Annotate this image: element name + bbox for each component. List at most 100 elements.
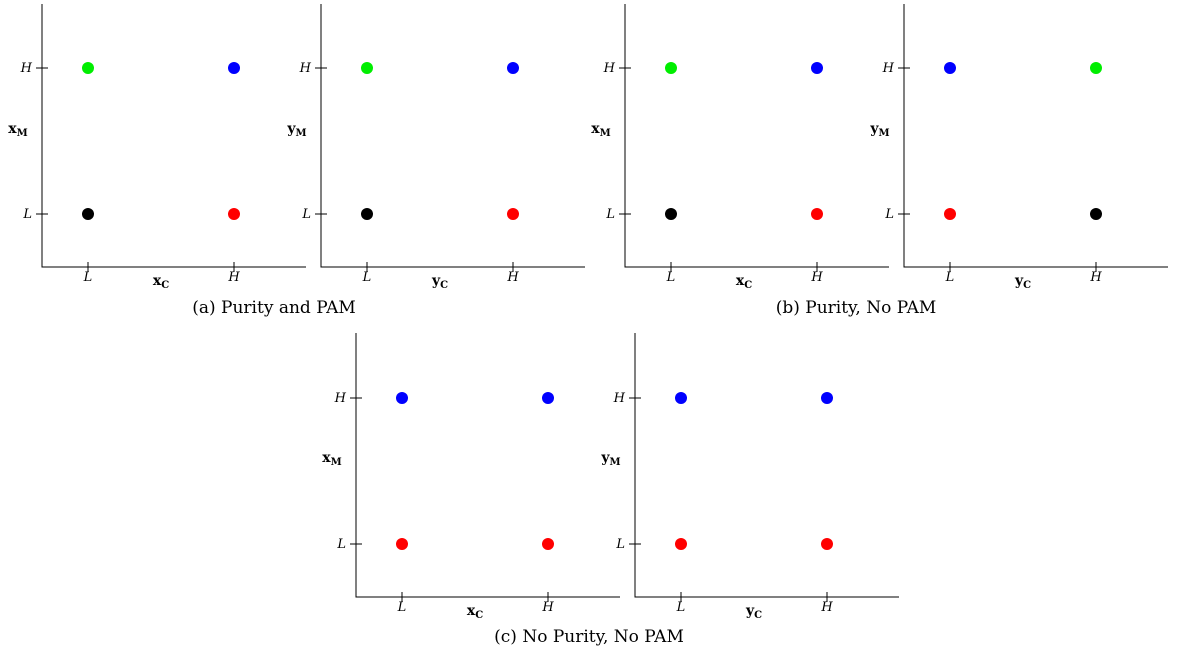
x-tick-label: H xyxy=(541,600,554,615)
y-tick-label: H xyxy=(20,61,33,76)
x-axis-label-main: x xyxy=(153,273,162,289)
x-axis-label: xC xyxy=(736,273,752,291)
x-axis-label-sub: C xyxy=(744,280,752,291)
x-tick-label: H xyxy=(820,600,833,615)
y-axis-label: yM xyxy=(869,121,889,139)
x-tick-label: L xyxy=(397,600,407,615)
point-black-L-L xyxy=(361,208,373,220)
x-tick-label: L xyxy=(676,600,686,615)
y-axis-label: xM xyxy=(591,121,610,139)
point-green-L-H xyxy=(82,62,94,74)
y-axis-label: yM xyxy=(600,450,620,468)
y-tick-label: L xyxy=(884,207,894,222)
point-green-L-H xyxy=(665,62,677,74)
point-blue-H-H xyxy=(821,392,833,404)
point-black-H-L xyxy=(1090,208,1102,220)
y-tick-label: H xyxy=(613,391,626,406)
caption-c: (c) No Purity, No PAM xyxy=(494,627,684,647)
y-tick-label: H xyxy=(603,61,616,76)
point-blue-L-H xyxy=(944,62,956,74)
point-green-H-H xyxy=(1090,62,1102,74)
y-axis-label-main: y xyxy=(600,450,610,466)
x-axis-label: xC xyxy=(153,273,169,291)
x-axis-label-main: y xyxy=(431,273,441,289)
x-tick-label: L xyxy=(666,270,676,285)
x-axis-label-sub: C xyxy=(475,610,483,621)
y-axis-label-sub: M xyxy=(296,128,307,139)
x-tick-label: L xyxy=(945,270,955,285)
y-tick-label: L xyxy=(22,207,32,222)
point-red-L-L xyxy=(944,208,956,220)
y-axis-label-main: y xyxy=(286,121,296,137)
x-axis-label-sub: C xyxy=(754,610,762,621)
caption-a: (a) Purity and PAM xyxy=(192,298,356,318)
x-axis-label-main: x xyxy=(467,603,476,619)
point-blue-H-H xyxy=(228,62,240,74)
x-tick-label: H xyxy=(506,270,519,285)
y-tick-label: L xyxy=(301,207,311,222)
point-blue-L-H xyxy=(396,392,408,404)
point-red-H-L xyxy=(507,208,519,220)
x-axis-label-sub: C xyxy=(161,280,169,291)
x-axis-label-main: y xyxy=(745,603,755,619)
y-tick-label: H xyxy=(334,391,347,406)
y-axis-label-main: x xyxy=(322,450,331,466)
y-tick-label: H xyxy=(299,61,312,76)
y-axis-label: xM xyxy=(322,450,341,468)
y-axis-label-sub: M xyxy=(600,128,611,139)
y-tick-label: L xyxy=(336,537,346,552)
point-green-L-H xyxy=(361,62,373,74)
y-axis-label-main: x xyxy=(8,121,17,137)
point-red-H-L xyxy=(821,538,833,550)
point-blue-H-H xyxy=(811,62,823,74)
x-axis-label-main: y xyxy=(1014,273,1024,289)
axes xyxy=(41,4,306,268)
axes xyxy=(903,4,1168,268)
y-tick-label: H xyxy=(882,61,895,76)
x-tick-label: H xyxy=(227,270,240,285)
point-red-L-L xyxy=(675,538,687,550)
x-tick-label: L xyxy=(362,270,372,285)
x-axis-label-sub: C xyxy=(440,280,448,291)
y-axis-label-sub: M xyxy=(610,457,621,468)
x-tick-label: H xyxy=(1089,270,1102,285)
point-red-H-L xyxy=(228,208,240,220)
point-red-H-L xyxy=(542,538,554,550)
y-axis-label-main: y xyxy=(869,121,879,137)
y-axis-label-main: x xyxy=(591,121,600,137)
y-tick-label: L xyxy=(615,537,625,552)
x-tick-label: L xyxy=(83,270,93,285)
axes xyxy=(634,333,899,598)
y-axis-label-sub: M xyxy=(17,128,28,139)
axes xyxy=(624,4,889,268)
caption-b: (b) Purity, No PAM xyxy=(776,298,937,318)
x-axis-label: yC xyxy=(431,273,448,291)
x-axis-label-main: x xyxy=(736,273,745,289)
point-black-L-L xyxy=(82,208,94,220)
y-axis-label: xM xyxy=(8,121,27,139)
point-blue-H-H xyxy=(507,62,519,74)
x-axis-label: yC xyxy=(1014,273,1031,291)
x-axis-label: yC xyxy=(745,603,762,621)
y-axis-label: yM xyxy=(286,121,306,139)
x-axis-label: xC xyxy=(467,603,483,621)
point-red-H-L xyxy=(811,208,823,220)
x-axis-label-sub: C xyxy=(1023,280,1031,291)
point-black-L-L xyxy=(665,208,677,220)
point-blue-H-H xyxy=(542,392,554,404)
y-axis-label-sub: M xyxy=(331,457,342,468)
y-axis-label-sub: M xyxy=(879,128,890,139)
y-tick-label: L xyxy=(605,207,615,222)
point-blue-L-H xyxy=(675,392,687,404)
axes xyxy=(320,4,585,268)
point-red-L-L xyxy=(396,538,408,550)
axes xyxy=(355,333,620,598)
